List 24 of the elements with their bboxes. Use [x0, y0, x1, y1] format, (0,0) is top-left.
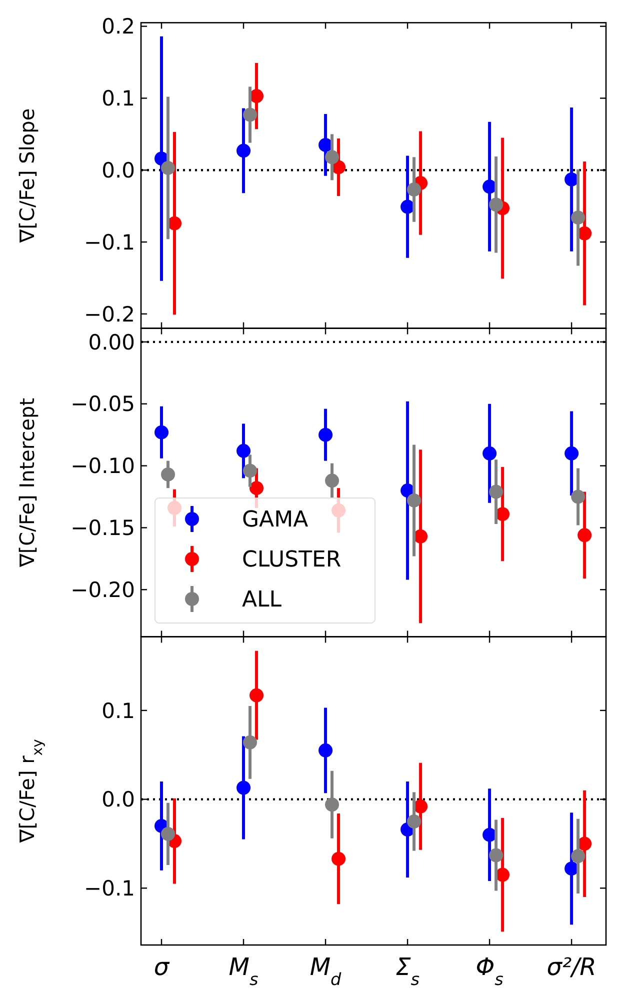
y-tick-label: −0.1 — [84, 876, 135, 900]
y-tick-label: 0.2 — [102, 14, 135, 39]
y-tick-label: 0.0 — [102, 788, 135, 812]
y-tick-label: −0.15 — [70, 516, 135, 540]
y-tick-label: 0.1 — [102, 698, 135, 723]
x-tick-label: σ — [154, 953, 170, 981]
y-axis-title: ∇[C/Fe] Slope — [15, 108, 39, 244]
y-tick-label: −0.05 — [70, 392, 135, 416]
y-tick-label: 0.00 — [88, 330, 135, 354]
x-tick-label: M$_{s}$ — [228, 953, 258, 989]
x-tick-label: Σ$_{s}$ — [396, 953, 420, 989]
x-tick-label: Φ$_{s}$ — [476, 953, 504, 989]
legend-label: GAMA — [242, 508, 308, 533]
y-tick-label: 0.1 — [102, 86, 135, 111]
legend-label: ALL — [242, 588, 282, 613]
y-tick-label: −0.2 — [84, 302, 135, 326]
x-tick-label: σ²/R — [546, 953, 596, 981]
y-tick-label: 0.0 — [102, 158, 135, 182]
legend-label: CLUSTER — [242, 548, 342, 573]
y-axis-title: ∇[C/Fe] Intercept — [15, 398, 39, 568]
y-tick-label: −0.20 — [70, 578, 135, 602]
y-tick-label: −0.1 — [84, 230, 135, 254]
x-tick-label: M$_{d}$ — [310, 953, 342, 989]
y-tick-label: −0.10 — [70, 454, 135, 478]
